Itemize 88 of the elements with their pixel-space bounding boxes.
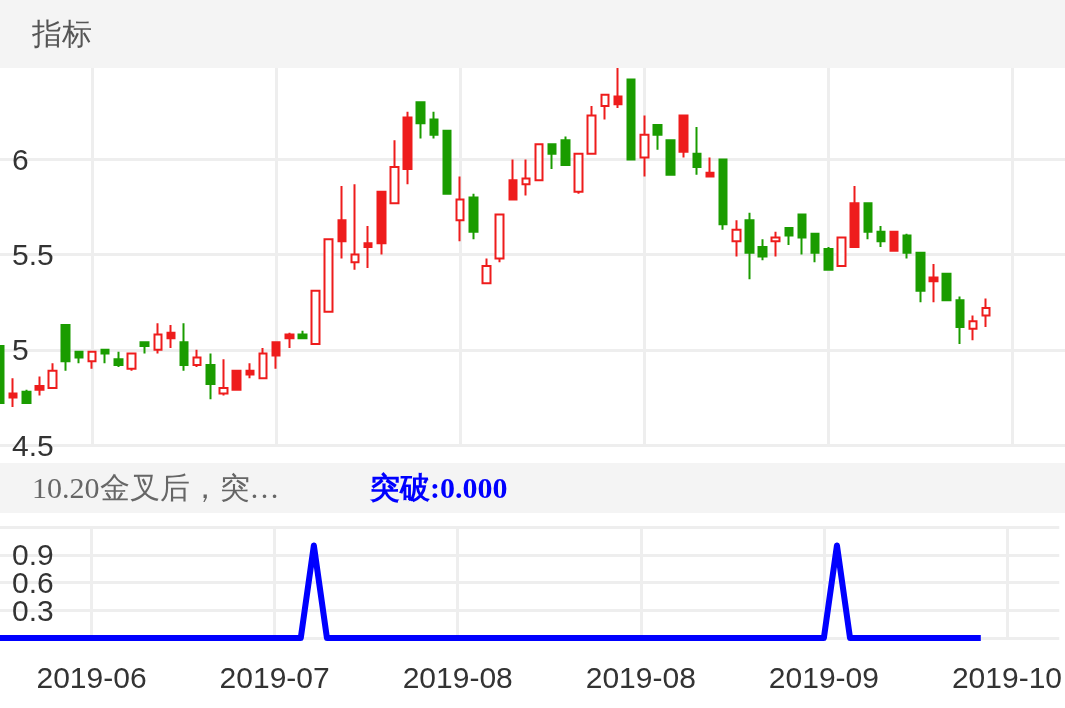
candlestick: [231, 369, 242, 391]
candlestick: [442, 129, 452, 195]
candlestick: [245, 362, 255, 380]
y-tick-label: 4.5: [12, 428, 54, 462]
candlestick: [560, 135, 571, 167]
candlestick: [770, 230, 781, 258]
candlestick: [494, 213, 505, 264]
candlestick: [87, 350, 97, 370]
candlestick: [468, 192, 479, 241]
candlestick: [784, 226, 794, 247]
candlestick: [415, 101, 426, 140]
candlestick: [863, 202, 873, 241]
candlestick: [363, 225, 373, 269]
candlestick: [74, 350, 84, 365]
candlestick: [113, 350, 124, 368]
candlestick: [744, 211, 755, 281]
candlestick: [810, 232, 820, 264]
candlestick: [902, 232, 912, 260]
candlestick: [205, 352, 216, 401]
candlestick: [836, 236, 847, 268]
candlestick: [166, 324, 176, 349]
candlestick: [665, 139, 676, 176]
candlestick: [192, 348, 202, 368]
candlestick: [402, 110, 413, 186]
candlestick: [389, 139, 400, 205]
y-tick-label: 5: [12, 333, 29, 367]
candlestick: [139, 341, 150, 355]
candlestick: [981, 297, 991, 328]
candlestick: [481, 257, 492, 285]
candlestick: [21, 388, 32, 405]
candlestick: [534, 143, 544, 182]
candlestick: [915, 251, 926, 304]
candlestick: [376, 190, 387, 256]
candlestick: [100, 348, 110, 365]
candlestick: [626, 78, 636, 161]
candlestick: [928, 263, 939, 304]
candlestick: [179, 322, 189, 372]
candlestick: [337, 185, 347, 260]
y-tick-label: 6: [12, 142, 29, 176]
candlestick: [47, 362, 58, 389]
candlestick: [652, 124, 663, 151]
candlestick: [849, 185, 860, 248]
candlestick: [218, 358, 229, 397]
candlestick: [823, 245, 834, 271]
y-tick-label: 5.5: [12, 238, 54, 272]
candlestick: [547, 143, 557, 170]
x-tick-label: 2019-08: [585, 660, 696, 694]
candlestick: [310, 289, 321, 346]
candlestick: [60, 324, 71, 372]
candlestick: [271, 341, 281, 370]
candlestick: [797, 213, 807, 256]
chart-title: 10.20金叉后，突…: [32, 469, 281, 506]
candlestick: [284, 331, 295, 349]
candlestick: [718, 158, 728, 231]
candlestick: [258, 346, 268, 380]
candlestick: [613, 68, 623, 109]
candlestick: [455, 175, 465, 243]
text: 突破:0.000: [370, 469, 508, 506]
candlestick: [692, 126, 702, 176]
candlestick: [8, 377, 18, 408]
candlestick: [705, 156, 715, 178]
candlestick: [508, 158, 518, 201]
candlestick: [757, 238, 768, 262]
candlestick: [350, 183, 360, 271]
candlestick: [941, 272, 952, 302]
candlestick: [429, 110, 439, 140]
chart-title: 指标: [32, 15, 92, 52]
candlestick: [297, 329, 308, 340]
candlestick: [153, 322, 163, 355]
x-tick-label: 2019-06: [36, 660, 147, 694]
x-tick-label: 2019-08: [402, 660, 513, 694]
candlestick: [889, 230, 899, 252]
candlestick: [126, 352, 137, 372]
candlestick: [876, 225, 886, 248]
candlestick: [323, 238, 334, 313]
candlestick: [678, 114, 689, 159]
x-tick-label: 2019-07: [219, 660, 330, 694]
candlestick: [521, 158, 531, 197]
candlestick: [600, 93, 610, 121]
candlestick: [586, 105, 597, 155]
candlestick: [731, 219, 742, 258]
x-tick-label: 2019-09: [768, 660, 879, 694]
candlestick: [34, 375, 45, 397]
candlestick: [955, 295, 965, 346]
candlestick: [639, 114, 650, 178]
candlestick: [573, 152, 584, 195]
x-tick-label: 2019-10: [951, 660, 1063, 694]
candlestick: [968, 314, 978, 342]
